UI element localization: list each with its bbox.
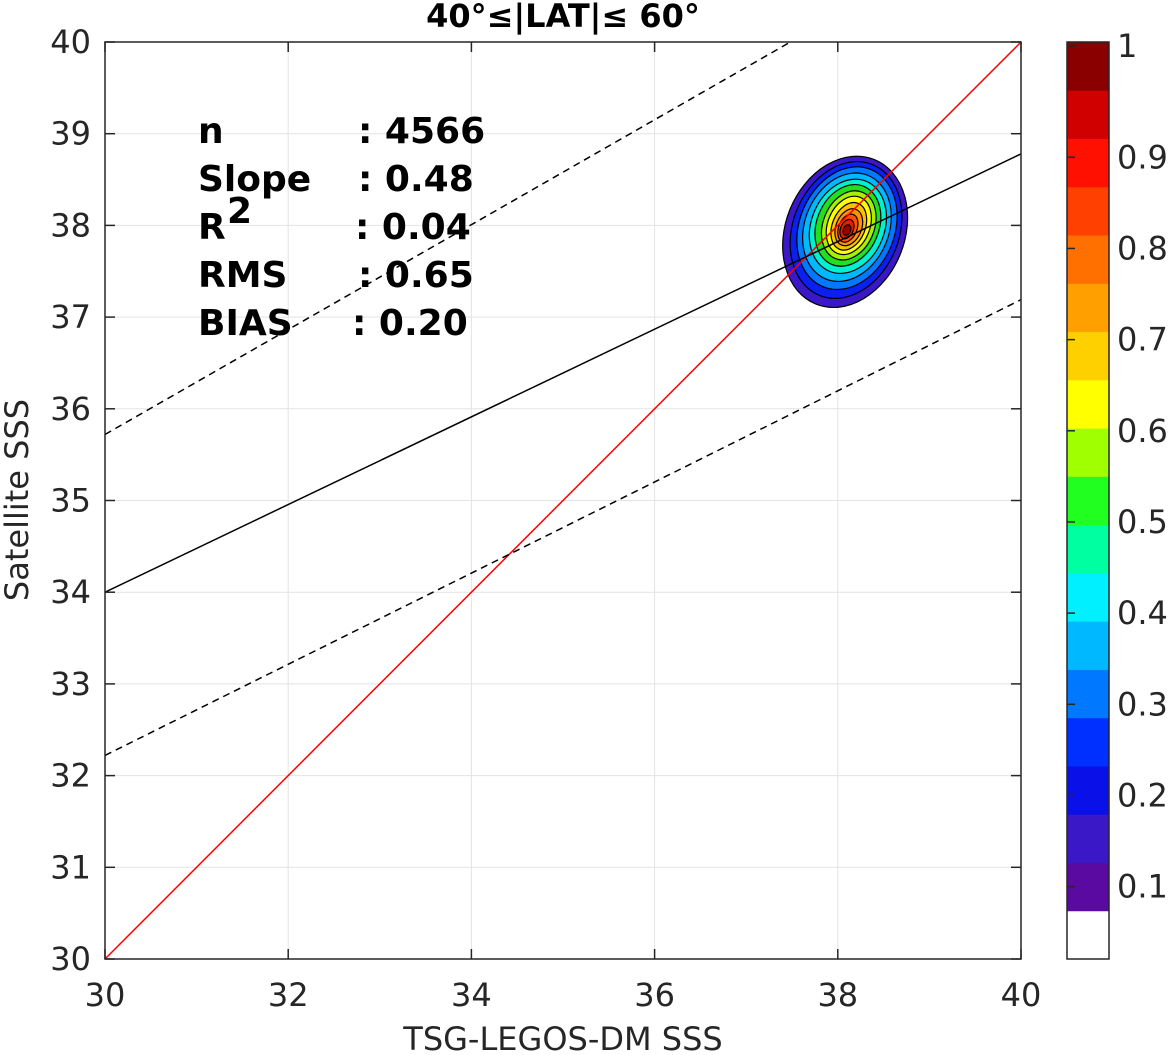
colorbar-segment	[1067, 428, 1109, 477]
y-tick-label: 36	[50, 390, 91, 428]
colorbar-segment	[1067, 283, 1109, 333]
density-contours	[782, 155, 909, 309]
x-axis-label: TSG-LEGOS-DM SSS	[402, 1020, 722, 1055]
x-tick-label: 38	[817, 976, 858, 1014]
colorbar-segment	[1067, 138, 1109, 188]
grid	[104, 41, 1022, 960]
y-tick-labels: 30 31 32 33 34 35 36 37 38 39 40	[50, 23, 91, 978]
colorbar-tick-label: 0.2	[1117, 776, 1168, 814]
colorbar-tick-label: 0.6	[1117, 412, 1168, 450]
x-tick-label: 34	[451, 976, 492, 1014]
colorbar-segment	[1067, 379, 1109, 429]
colorbar-tick-label: 0.5	[1117, 503, 1168, 541]
colorbar-segment	[1067, 765, 1109, 815]
y-tick-label: 37	[50, 298, 91, 336]
stat-label: Slope	[198, 159, 311, 200]
y-tick-label: 32	[50, 757, 91, 795]
colorbar-segment	[1067, 235, 1109, 284]
colorbar-tick-label: 0.3	[1117, 685, 1168, 723]
stat-value: : 0.65	[358, 255, 474, 296]
x-tick-labels: 30 32 34 36 38 40	[85, 976, 1042, 1014]
colorbar-segment	[1067, 572, 1109, 622]
y-axis-label: Satellite SSS	[0, 399, 36, 601]
colorbar-tick-label: 0.1	[1117, 868, 1168, 906]
x-tick-label: 30	[85, 976, 126, 1014]
y-tick-label: 39	[50, 115, 91, 153]
y-tick-label: 38	[50, 206, 91, 244]
stat-label: n	[198, 111, 224, 152]
stat-label: RMS	[198, 255, 287, 296]
stat-value: : 0.48	[358, 159, 474, 200]
colorbar-segment	[1067, 814, 1109, 863]
y-tick-label: 31	[50, 848, 91, 886]
y-tick-label: 35	[50, 482, 91, 520]
colorbar-tick-label: 1	[1117, 27, 1137, 65]
colorbar-segment	[1067, 476, 1109, 526]
y-tick-label: 30	[50, 940, 91, 978]
one-to-one-line	[105, 42, 1021, 959]
regression-line	[105, 153, 1021, 593]
colorbar-segment	[1067, 524, 1109, 574]
stat-value: : 0.04	[355, 207, 471, 248]
colorbar-tick-label: 0.8	[1117, 229, 1168, 267]
colorbar-segment	[1067, 717, 1109, 767]
stat-label: R	[198, 207, 226, 248]
statistics-box: n : 4566 Slope : 0.48 R 2 : 0.04 RMS : 0.65 BIAS:…	[198, 111, 485, 344]
colorbar-tick-label: 0.9	[1117, 138, 1168, 176]
colorbar-segment	[1067, 910, 1109, 960]
y-tick-label: 40	[50, 23, 91, 61]
colorbar-segment	[1067, 42, 1109, 91]
density-contour	[842, 224, 852, 236]
stat-label: BIAS	[198, 303, 293, 344]
stat-value: : 4566	[358, 111, 485, 152]
colorbar-segment	[1067, 621, 1109, 670]
stat-label-superscript: 2	[227, 191, 252, 232]
chart-title: 40°≤|LAT|≤ 60°	[426, 0, 700, 36]
colorbar: 0.1 0.2 0.3 0.4 0.5 0.6 0.7 0.8 0.9 1	[1066, 27, 1168, 960]
colorbar-segment	[1067, 669, 1109, 719]
x-tick-label: 32	[268, 976, 309, 1014]
x-tick-label: 40	[1001, 976, 1042, 1014]
colorbar-tick-label: 0.7	[1117, 321, 1168, 359]
stat-value: : 0.20	[352, 303, 468, 344]
colorbar-segment	[1067, 90, 1109, 140]
colorbar-frame	[1066, 41, 1110, 960]
colorbar-segment	[1067, 186, 1109, 236]
y-tick-label: 33	[50, 665, 91, 703]
reference-lines	[105, 42, 1021, 959]
x-tick-label: 36	[634, 976, 675, 1014]
axis-ticks	[104, 41, 1022, 960]
colorbar-tick-label: 0.4	[1117, 594, 1168, 632]
y-tick-label: 34	[50, 573, 91, 611]
lower-bound-line	[105, 299, 1021, 757]
